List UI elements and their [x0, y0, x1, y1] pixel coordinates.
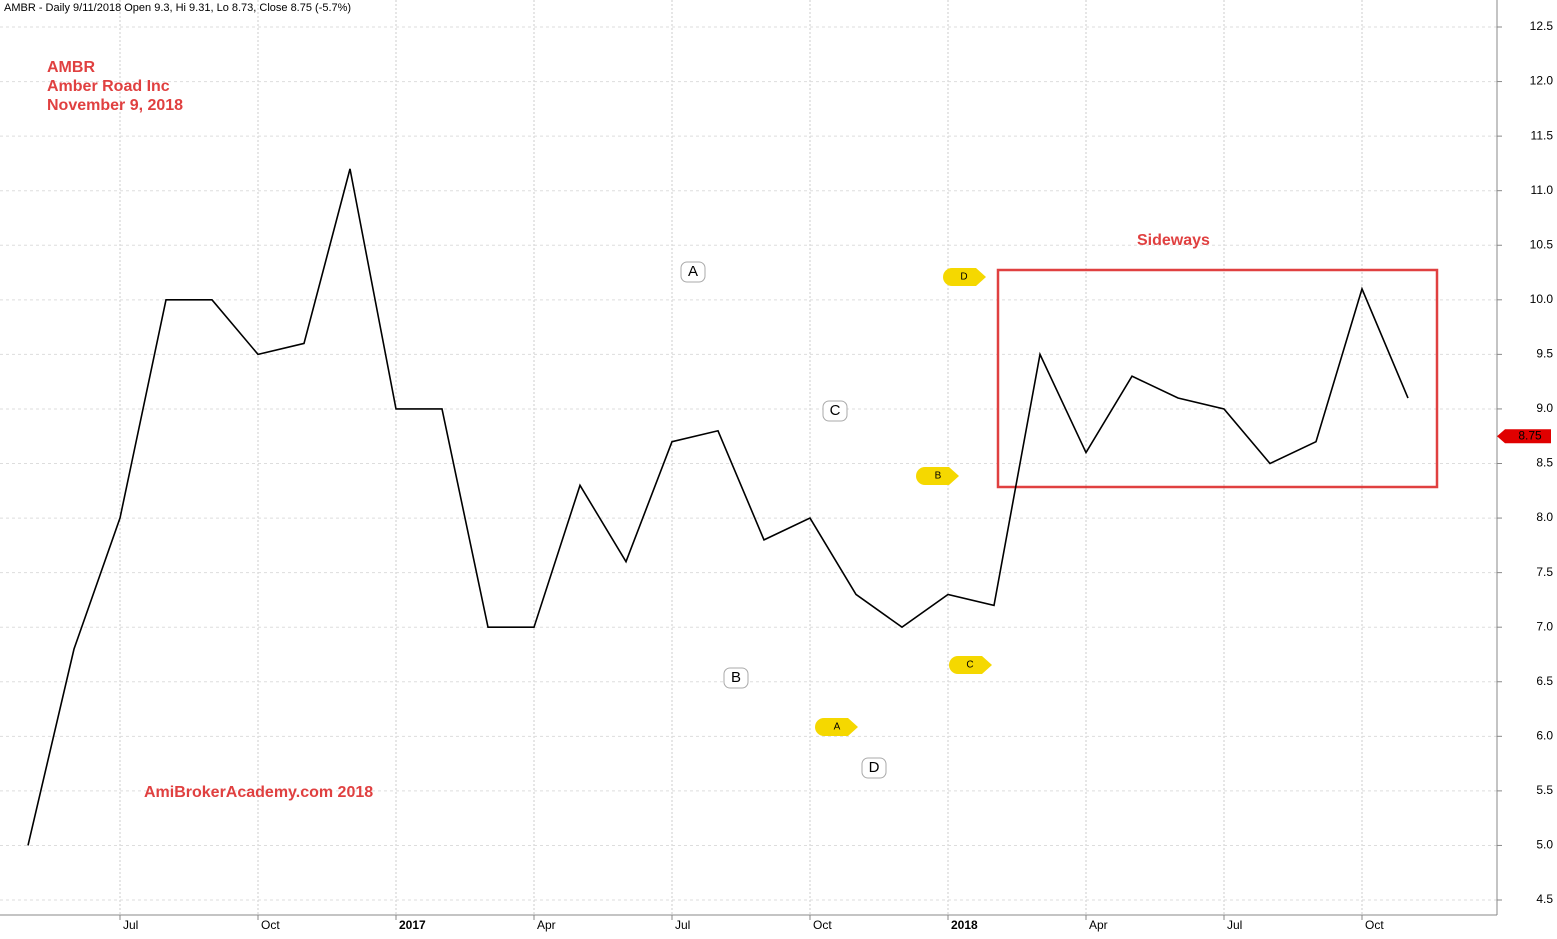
sideways-box — [996, 268, 1439, 489]
x-tick-label: Apr — [537, 918, 556, 932]
annotation: AmiBrokerAcademy.com 2018 — [144, 784, 373, 801]
x-tick-label: Jul — [1227, 918, 1242, 932]
wave-label: C — [830, 402, 841, 419]
annotation: Sideways — [1137, 232, 1210, 249]
marker-arrow — [916, 467, 959, 485]
y-tick-label: 8.0 — [1536, 510, 1553, 524]
annotation: November 9, 2018 — [47, 97, 183, 114]
marker-label: C — [966, 660, 973, 671]
wave-label-box — [861, 757, 887, 779]
marker-label: A — [834, 722, 841, 733]
x-tick-label: 2018 — [951, 918, 978, 932]
marker-arrow — [815, 718, 858, 736]
wave-label-box — [723, 667, 749, 689]
x-tick-label: Oct — [261, 918, 280, 932]
y-tick-label: 4.5 — [1536, 892, 1553, 906]
x-tick-label: Oct — [813, 918, 832, 932]
marker-label: B — [935, 471, 942, 482]
y-tick-label: 11.5 — [1531, 128, 1554, 142]
y-tick-label: 8.5 — [1536, 456, 1553, 470]
marker-arrow — [943, 268, 986, 286]
x-tick-label: 2017 — [399, 918, 426, 932]
x-tick-label: Jul — [675, 918, 690, 932]
y-tick-label: 7.0 — [1536, 619, 1553, 633]
y-tick-label: 7.5 — [1536, 565, 1553, 579]
wave-label: B — [731, 669, 741, 686]
marker-arrow — [949, 656, 992, 674]
y-tick-label: 10.0 — [1530, 292, 1554, 306]
x-tick-label: Oct — [1365, 918, 1384, 932]
y-tick-label: 5.5 — [1536, 783, 1553, 797]
wave-label-box — [822, 400, 848, 422]
markers: A B C D — [815, 268, 992, 736]
wave-labels: A B C D — [680, 261, 887, 779]
last-close-tag — [1497, 429, 1551, 444]
y-tick-label: 11.0 — [1531, 183, 1554, 197]
wave-label: A — [688, 263, 698, 280]
y-tick-label: 12.5 — [1530, 19, 1554, 33]
y-tick-label: 6.5 — [1536, 674, 1553, 688]
y-tick-label: 10.5 — [1530, 237, 1554, 251]
chart-title: AMBR - Daily 9/11/2018 Open 9.3, Hi 9.31… — [4, 2, 351, 14]
x-tick-label: Apr — [1089, 918, 1108, 932]
y-tick-label: 6.0 — [1536, 728, 1553, 742]
annotation: AMBR — [47, 59, 95, 76]
y-tick-label: 12.0 — [1530, 74, 1554, 88]
last-close-label: 8.75 — [1518, 428, 1542, 442]
price-line — [27, 168, 1409, 846]
y-tick-label: 5.0 — [1536, 838, 1553, 852]
annotation: Amber Road Inc — [47, 78, 170, 95]
wave-label-box — [680, 261, 706, 283]
x-tick-label: Jul — [123, 918, 138, 932]
y-tick-label: 9.0 — [1536, 401, 1553, 415]
wave-label: D — [869, 759, 880, 776]
y-tick-label: 9.5 — [1536, 347, 1553, 361]
marker-label: D — [960, 272, 967, 283]
